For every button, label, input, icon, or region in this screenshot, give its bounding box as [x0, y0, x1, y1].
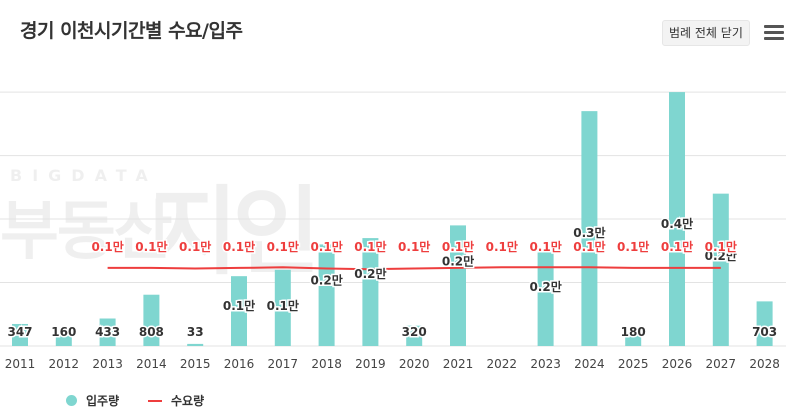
- line-value-label: 0.1만: [135, 239, 167, 254]
- bar-2017: [274, 269, 291, 346]
- line-value-label: 0.1만: [310, 239, 342, 254]
- x-tick-label: 2012: [49, 357, 80, 371]
- line-value-label: 0.1만: [179, 239, 211, 254]
- x-tick-label: 2014: [136, 357, 167, 371]
- bar-value-label: 33: [187, 325, 204, 339]
- bar-value-label: 0.2만: [310, 272, 342, 287]
- bar-2013: [99, 318, 116, 346]
- bar-value-label: 347: [7, 325, 32, 339]
- bar-2021: [450, 225, 466, 346]
- legend-marker-line: [148, 399, 162, 402]
- x-tick-label: 2023: [530, 357, 561, 371]
- line-value-label: 0.1만: [267, 239, 299, 254]
- line-value-label: 0.1만: [442, 239, 474, 254]
- x-tick-label: 2026: [662, 357, 693, 371]
- bar-value-label: 320: [402, 325, 427, 339]
- x-tick-label: 2020: [399, 357, 430, 371]
- bar-2011: [12, 323, 28, 346]
- x-tick-label: 2028: [749, 357, 780, 371]
- chart-title: 경기 이천시기간별 수요/입주: [20, 20, 243, 42]
- bar-2014: [143, 294, 160, 346]
- menu-icon-bar: [764, 25, 784, 28]
- bar-2020: [406, 325, 423, 346]
- bar-value-label: 703: [752, 325, 777, 339]
- bar-2023: [537, 250, 554, 346]
- x-tick-label: 2015: [180, 357, 211, 371]
- line-value-label: 0.1만: [617, 239, 649, 254]
- bar-value-label: 808: [139, 325, 164, 339]
- bar-2018: [318, 244, 335, 346]
- x-tick-label: 2011: [5, 357, 36, 371]
- x-tick-label: 2021: [443, 357, 474, 371]
- bar-2026: [669, 92, 685, 346]
- line-value-label: 0.1만: [573, 239, 605, 254]
- legend-item-bar-series[interactable]: 입주량: [66, 392, 119, 409]
- x-tick-label: 2016: [224, 357, 255, 371]
- x-tick-label: 2025: [618, 357, 649, 371]
- bar-2019: [362, 238, 379, 346]
- bar-value-label: 0.2만: [354, 266, 386, 281]
- legend-marker-bar: [66, 395, 77, 406]
- bar-value-label: 180: [621, 325, 646, 339]
- legend-label: 수요량: [171, 394, 205, 408]
- line-value-label: 0.1만: [398, 239, 430, 254]
- bar-value-label: 0.2만: [529, 279, 561, 294]
- bar-value-label: 433: [95, 325, 120, 339]
- x-tick-label: 2013: [92, 357, 123, 371]
- menu-icon-bar: [764, 37, 784, 40]
- x-tick-label: 2018: [311, 357, 342, 371]
- bar-2012: [55, 335, 72, 346]
- bar-2025: [625, 334, 642, 346]
- line-value-label: 0.1만: [661, 239, 693, 254]
- bar-2028: [756, 301, 773, 346]
- bar-value-label: 0.4만: [661, 216, 693, 231]
- menu-icon-bar: [764, 31, 784, 34]
- bar-value-label: 0.3만: [573, 225, 605, 240]
- line-value-label: 0.1만: [486, 239, 518, 254]
- bar-2016: [231, 276, 247, 346]
- bar-value-label: 0.2만: [442, 253, 474, 268]
- bar-2027: [712, 193, 729, 346]
- x-tick-label: 2022: [487, 357, 518, 371]
- legend-item-line-series[interactable]: 수요량: [148, 392, 204, 409]
- bar-2024: [581, 111, 598, 346]
- bar-value-label: 0.2만: [705, 248, 737, 263]
- line-value-label: 0.1만: [91, 239, 123, 254]
- x-tick-label: 2024: [574, 357, 605, 371]
- hamburger-menu-icon[interactable]: [764, 25, 784, 41]
- line-value-label: 0.1만: [223, 239, 255, 254]
- line-value-label: 0.1만: [705, 239, 737, 254]
- bar-value-label: 160: [51, 325, 76, 339]
- bar-value-label: 0.1만: [267, 298, 299, 313]
- legend-toggle-button[interactable]: 범례 전체 닫기: [662, 20, 750, 46]
- line-value-label: 0.1만: [529, 239, 561, 254]
- demand-line: [107, 266, 721, 271]
- x-tick-label: 2019: [355, 357, 386, 371]
- bar-value-label: 0.1만: [223, 298, 255, 313]
- x-tick-label: 2017: [268, 357, 299, 371]
- x-tick-label: 2027: [706, 357, 737, 371]
- bar-2015: [187, 343, 204, 346]
- legend-label: 입주량: [86, 394, 120, 408]
- line-value-label: 0.1만: [354, 239, 386, 254]
